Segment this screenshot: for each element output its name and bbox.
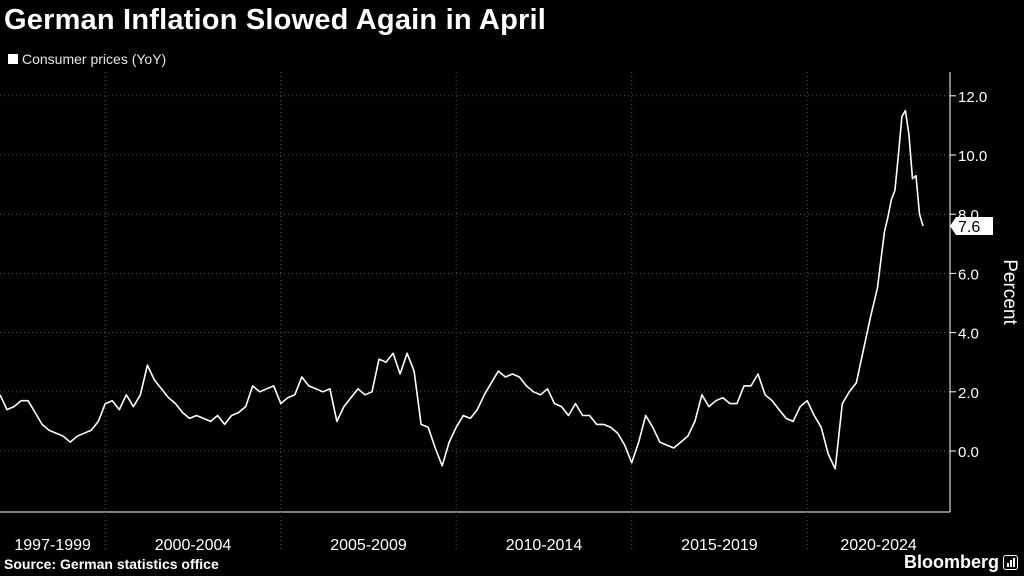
y-tick-label: 0.0: [958, 444, 979, 461]
bloomberg-chart-icon: [1003, 555, 1018, 570]
last-value-label: 7.6: [958, 219, 980, 236]
x-tick-label: 2020-2024: [840, 537, 917, 554]
y-axis-title: Percent: [999, 259, 1020, 325]
y-tick-label: 2.0: [958, 385, 979, 402]
legend-swatch: [8, 54, 18, 64]
brand-logo: Bloomberg: [904, 552, 1018, 573]
x-tick-label: 1997-1999: [14, 537, 91, 554]
x-tick-label: 2010-2014: [506, 537, 583, 554]
x-tick-label: 2005-2009: [330, 537, 407, 554]
legend-label: Consumer prices (YoY): [22, 51, 167, 67]
legend: Consumer prices (YoY): [8, 51, 166, 67]
chart-title: German Inflation Slowed Again in April: [4, 4, 546, 36]
y-tick-label: 4.0: [958, 326, 979, 343]
x-tick-label: 2000-2004: [155, 537, 232, 554]
y-tick-label: 10.0: [958, 148, 987, 165]
source-note: Source: German statistics office: [4, 556, 219, 572]
series-line-consumer-prices: [0, 109, 924, 470]
x-tick-label: 2015-2019: [681, 537, 758, 554]
y-tick-label: 6.0: [958, 266, 979, 283]
last-value-tag: [950, 217, 993, 236]
brand-name: Bloomberg: [903, 552, 999, 572]
y-tick-label: 12.0: [958, 89, 987, 106]
